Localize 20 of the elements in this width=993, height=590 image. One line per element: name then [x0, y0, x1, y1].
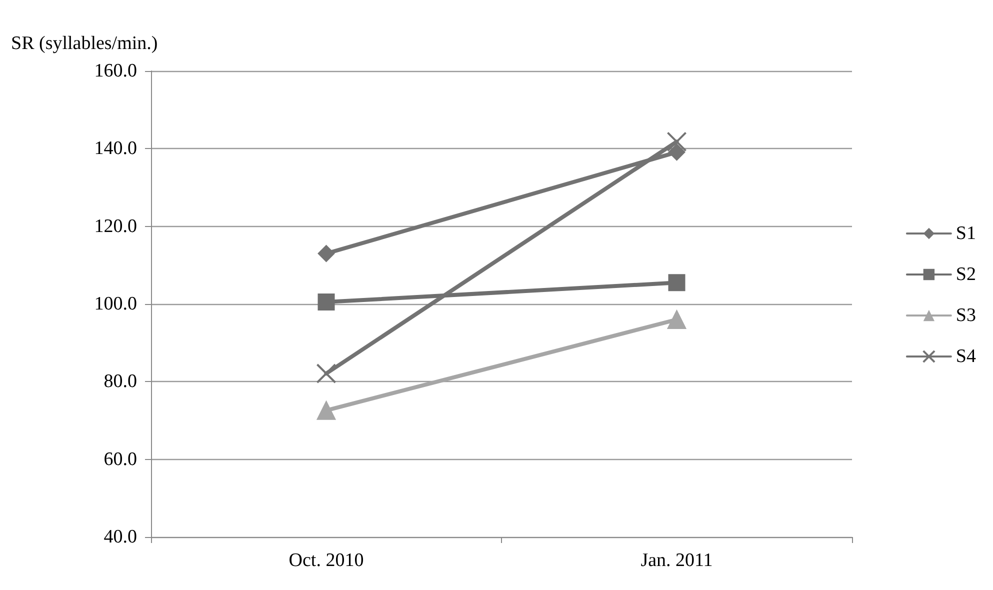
legend-label: S3 — [956, 305, 976, 326]
point — [668, 274, 686, 292]
y-tick-label: 120.0 — [94, 216, 137, 237]
y-tick-label: 80.0 — [104, 371, 137, 392]
legend-label: S4 — [956, 346, 976, 367]
y-axis-title: SR (syllables/min.) — [11, 33, 158, 54]
point — [318, 245, 335, 262]
point — [316, 364, 336, 384]
y-tick-label: 160.0 — [94, 60, 137, 82]
point — [318, 294, 335, 311]
point — [666, 132, 687, 152]
point — [668, 144, 686, 161]
x-tick-label: Oct. 2010 — [288, 550, 364, 571]
legend-label: S1 — [956, 223, 976, 244]
legend-label: S2 — [956, 264, 976, 285]
y-tick-label: 100.0 — [94, 294, 137, 314]
y-tick-label: 60.0 — [104, 448, 137, 470]
x-tick-label: Jan. 2011 — [640, 550, 713, 571]
y-tick-label: 40.0 — [104, 526, 137, 548]
y-tick-label: 140.0 — [94, 138, 137, 160]
